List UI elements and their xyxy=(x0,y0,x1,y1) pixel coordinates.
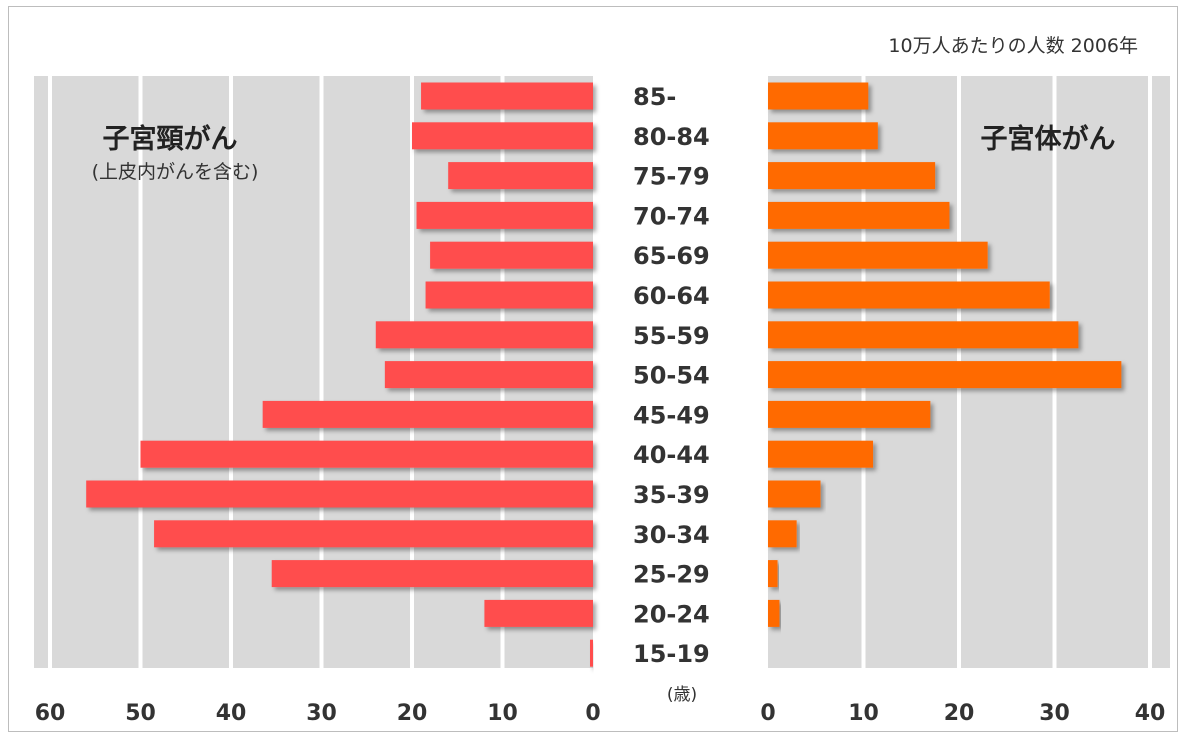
endometrial-cancer-bars xyxy=(768,82,1122,627)
bar-cervical xyxy=(590,639,593,667)
age-category-label: 55-59 xyxy=(633,322,710,350)
bar-cervical xyxy=(154,520,593,548)
left-series-subtitle: (上皮内がんを含む) xyxy=(92,161,259,183)
left-tick-label: 0 xyxy=(585,701,600,726)
left-tick-label: 60 xyxy=(35,701,66,726)
bar-cervical xyxy=(86,480,593,508)
bar-cervical xyxy=(416,201,593,229)
right-tick-label: 0 xyxy=(760,701,775,726)
age-category-label: 15-19 xyxy=(633,640,710,668)
bar-cervical xyxy=(384,361,593,389)
left-axis-tick-labels: 60 50 40 30 20 10 0 xyxy=(35,701,601,726)
age-category-label: 35-39 xyxy=(633,481,710,509)
bar-cervical xyxy=(421,82,593,110)
bar-cervical xyxy=(271,560,593,588)
left-tick-label: 50 xyxy=(125,701,156,726)
bar-endometrial xyxy=(768,520,797,548)
bar-endometrial xyxy=(768,560,778,588)
bar-cervical xyxy=(448,162,593,190)
age-category-label: 30-34 xyxy=(633,521,710,549)
bar-endometrial xyxy=(768,599,780,627)
right-series-title: 子宮体がん xyxy=(981,123,1116,155)
bar-endometrial xyxy=(768,241,988,269)
age-category-label: 50-54 xyxy=(633,362,710,390)
right-axis-tick-labels: 0 10 20 30 40 xyxy=(760,701,1165,726)
left-series-title: 子宮頸がん xyxy=(103,123,238,155)
bar-endometrial xyxy=(768,440,874,468)
bar-cervical xyxy=(484,599,593,627)
cervical-cancer-bars xyxy=(86,82,593,667)
age-category-label: 60-64 xyxy=(633,282,710,310)
bar-endometrial xyxy=(768,400,931,428)
bar-cervical xyxy=(140,440,593,468)
bar-cervical xyxy=(262,400,593,428)
bar-endometrial xyxy=(768,281,1050,309)
left-tick-label: 10 xyxy=(487,701,518,726)
bar-endometrial xyxy=(768,321,1079,349)
right-tick-label: 30 xyxy=(1039,701,1070,726)
age-category-label: 75-79 xyxy=(633,163,710,191)
age-category-label: 25-29 xyxy=(633,561,710,589)
bar-cervical xyxy=(412,122,593,150)
bar-cervical xyxy=(375,321,593,349)
category-unit-label: (歳) xyxy=(667,685,697,705)
bar-endometrial xyxy=(768,201,950,229)
bar-cervical xyxy=(425,281,593,309)
age-category-label: 45-49 xyxy=(633,401,710,429)
bar-endometrial xyxy=(768,361,1122,389)
right-tick-label: 10 xyxy=(848,701,879,726)
bar-endometrial xyxy=(768,480,821,508)
age-category-label: 40-44 xyxy=(633,441,710,469)
left-tick-label: 20 xyxy=(397,701,428,726)
age-category-label: 80-84 xyxy=(633,123,710,151)
bar-endometrial xyxy=(768,122,878,150)
chart-note: 10万人あたりの人数 2006年 xyxy=(888,35,1138,57)
age-category-label: 65-69 xyxy=(633,242,710,270)
age-category-label: 85- xyxy=(633,83,676,111)
right-tick-label: 40 xyxy=(1135,701,1166,726)
bar-endometrial xyxy=(768,82,869,110)
age-category-labels: 85- 80-84 75-79 70-74 65-69 60-64 55-59 50-54 45… xyxy=(633,83,710,668)
bar-endometrial xyxy=(768,162,936,190)
right-tick-label: 20 xyxy=(944,701,975,726)
bar-cervical xyxy=(430,241,593,269)
left-tick-label: 40 xyxy=(216,701,247,726)
left-tick-label: 30 xyxy=(306,701,337,726)
age-category-label: 70-74 xyxy=(633,202,710,230)
age-category-label: 20-24 xyxy=(633,600,710,628)
